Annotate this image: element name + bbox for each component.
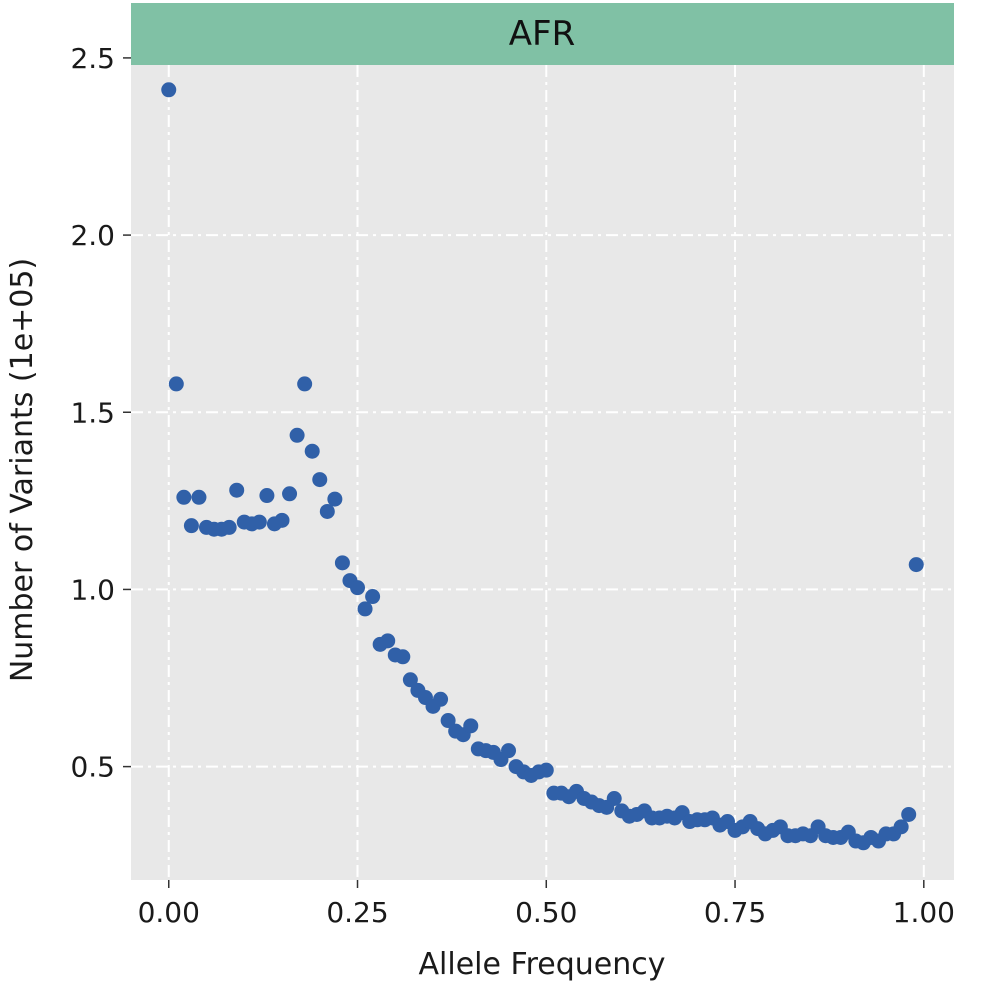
data-point xyxy=(259,488,275,504)
data-point xyxy=(312,472,328,488)
x-tick-label: 0.50 xyxy=(515,896,577,929)
data-point xyxy=(365,589,381,605)
data-point xyxy=(221,519,237,535)
data-point xyxy=(282,486,298,502)
data-point xyxy=(402,672,418,688)
x-tick-label: 0.75 xyxy=(704,896,766,929)
data-point xyxy=(297,376,313,392)
data-point xyxy=(274,512,290,528)
data-point xyxy=(161,82,177,98)
facet-label: AFR xyxy=(509,14,575,54)
x-tick-label: 0.25 xyxy=(326,896,388,929)
data-points xyxy=(161,82,924,851)
data-point xyxy=(168,376,184,392)
data-point xyxy=(501,743,517,759)
data-point xyxy=(901,806,917,822)
y-tick-label: 2.5 xyxy=(70,42,115,75)
gridlines xyxy=(131,65,954,880)
x-axis: 0.00 0.25 0.50 0.75 1.00 xyxy=(138,880,955,929)
data-point xyxy=(334,555,350,571)
data-point xyxy=(908,557,924,573)
x-tick-label: 1.00 xyxy=(893,896,955,929)
plot-panel xyxy=(131,65,954,880)
data-point xyxy=(433,691,449,707)
data-point xyxy=(251,514,267,530)
data-point xyxy=(380,633,396,649)
data-point xyxy=(176,489,192,505)
data-point xyxy=(229,482,245,498)
data-point xyxy=(327,491,343,507)
data-point xyxy=(395,649,411,665)
data-point xyxy=(350,580,366,596)
data-point xyxy=(304,443,320,459)
y-tick-label: 1.0 xyxy=(70,573,115,606)
data-point xyxy=(357,601,373,617)
data-point xyxy=(538,762,554,778)
y-axis-title: Number of Variants (1e+05) xyxy=(5,258,40,682)
data-point xyxy=(319,503,335,519)
facet-strip xyxy=(131,3,954,65)
y-tick-label: 1.5 xyxy=(70,396,115,429)
data-point xyxy=(440,713,456,729)
x-axis-title: Allele Frequency xyxy=(419,947,666,982)
y-axis: 0.5 1.0 1.5 2.0 2.5 xyxy=(70,42,131,784)
y-tick-label: 2.0 xyxy=(70,219,115,252)
y-tick-label: 0.5 xyxy=(70,751,115,784)
x-tick-label: 0.00 xyxy=(138,896,200,929)
data-point xyxy=(463,718,479,734)
data-point xyxy=(606,791,622,806)
data-point xyxy=(289,427,305,443)
data-point xyxy=(893,819,909,835)
data-point xyxy=(183,518,199,534)
data-point xyxy=(191,489,207,505)
